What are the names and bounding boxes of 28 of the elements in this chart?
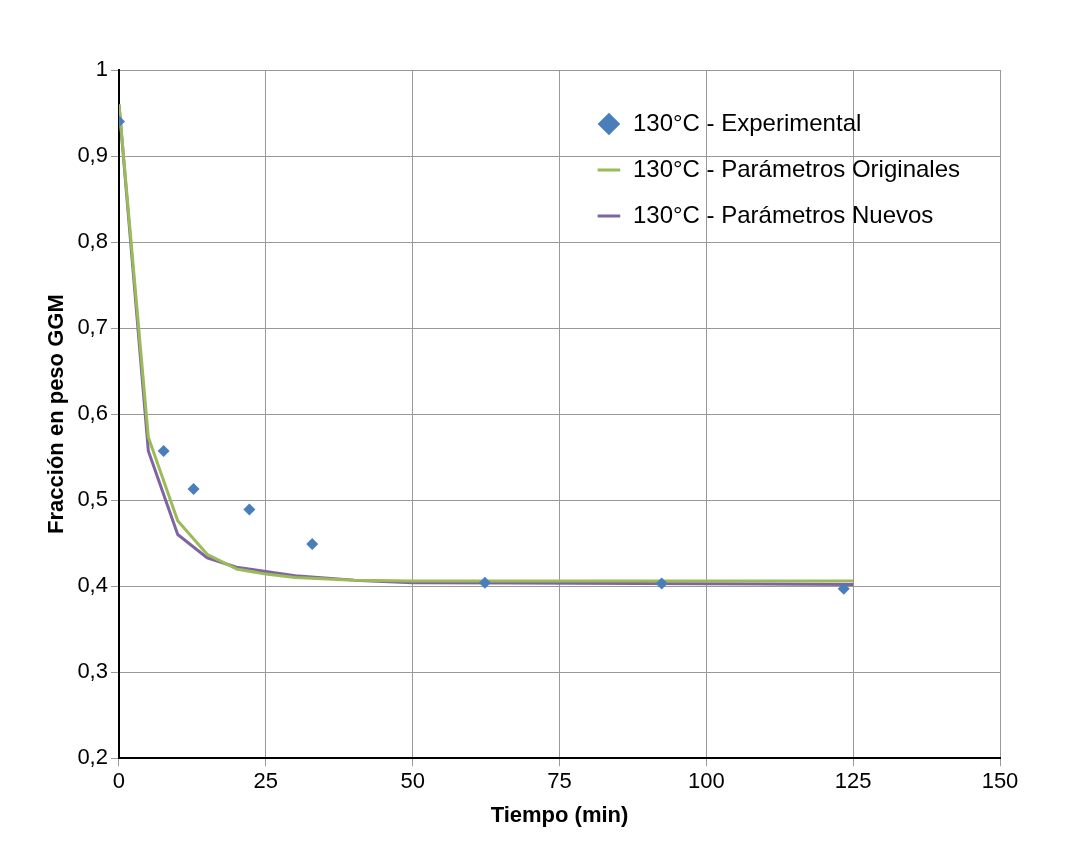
point: [655, 577, 668, 590]
point: [243, 503, 256, 516]
y-tick-label: 0,3: [77, 658, 108, 684]
x-tick-label: 125: [834, 768, 872, 794]
x-tick-label: 75: [547, 768, 572, 794]
x-axis-title: Tiempo (min): [490, 801, 629, 827]
y-tick-label: 1: [95, 56, 108, 82]
legend-label: 130°C - Parámetros Nuevos: [632, 200, 934, 228]
x-tick-label: 100: [687, 768, 725, 794]
point: [157, 445, 170, 458]
y-axis-title: Fracción en peso GGM: [43, 294, 69, 534]
x-tick-label: 50: [400, 768, 425, 794]
y-tick-label: 0,5: [77, 486, 108, 512]
x-tick-label: 150: [981, 768, 1019, 794]
y-tick-label: 0,4: [77, 572, 108, 598]
y-tick-label: 0,8: [77, 228, 108, 254]
point: [478, 576, 491, 589]
y-tick-label: 0,6: [77, 400, 108, 426]
point: [187, 482, 200, 495]
legend-label: 130°C - Parámetros Originales: [632, 154, 960, 182]
x-tick-label: 25: [253, 768, 279, 794]
point: [306, 538, 319, 550]
point: [837, 582, 850, 595]
y-tick-label: 0,2: [77, 744, 108, 770]
y-tick-label: 0,9: [77, 142, 108, 168]
x-tick-label: 0: [112, 768, 126, 794]
y-tick-label: 0,7: [77, 314, 108, 340]
legend-label: 130°C - Experimental: [632, 108, 862, 136]
